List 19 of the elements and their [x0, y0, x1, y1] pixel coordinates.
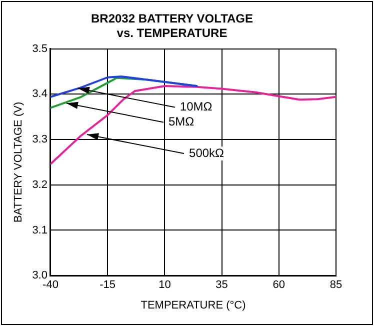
y-tick-label: 3.0	[32, 270, 48, 282]
y-axis-title: BATTERY VOLTAGE (V)	[12, 102, 25, 223]
x-tick-label: 10	[158, 279, 171, 292]
annotation: 5MΩ	[168, 114, 194, 129]
x-tick-label: 85	[330, 279, 342, 292]
text: BR2032 BATTERY VOLTAGE	[90, 12, 254, 26]
x-axis-title: TEMPERATURE (°C)	[140, 299, 246, 312]
x-tick-label: -40	[42, 279, 58, 292]
y-tick-label: 3.5	[32, 42, 48, 55]
x-tick-label: 35	[216, 279, 228, 292]
x-tick-label: -15	[100, 279, 116, 292]
annotation: 10MΩ	[180, 100, 212, 114]
y-tick-label: 3.2	[32, 178, 48, 191]
y-tick-label: 3.4	[32, 88, 48, 100]
text: vs. TEMPERATURE	[116, 26, 228, 40]
y-tick-label: 3.3	[32, 134, 48, 146]
annotation: 500kΩ	[189, 146, 224, 160]
y-tick-label: 3.1	[32, 224, 48, 236]
x-tick-label: 60	[272, 279, 286, 292]
